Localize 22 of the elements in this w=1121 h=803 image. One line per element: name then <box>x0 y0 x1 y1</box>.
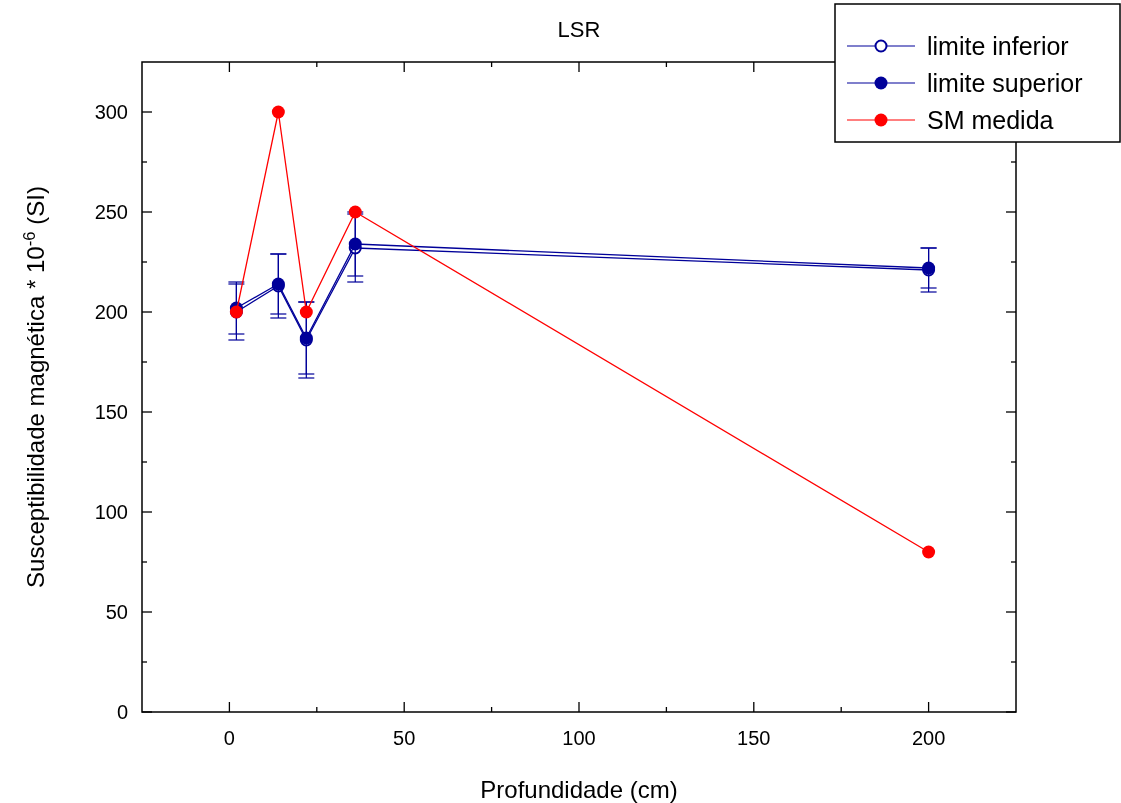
x-axis-title: Profundidade (cm) <box>480 776 678 803</box>
point <box>299 305 313 319</box>
x-tick-label: 150 <box>737 727 771 749</box>
point <box>922 545 936 559</box>
legend-label: limite inferior <box>927 32 1069 60</box>
y-tick-label: 150 <box>94 401 128 423</box>
y-tick-label: 100 <box>94 501 128 523</box>
x-tick-label: 200 <box>911 727 946 749</box>
legend-label: SM medida <box>927 106 1054 134</box>
legend-label: limite superior <box>927 69 1083 97</box>
chart-title: LSR <box>557 17 601 42</box>
y-tick-label: 300 <box>94 101 128 123</box>
point <box>271 105 285 119</box>
y-tick-label: 200 <box>94 301 128 323</box>
point <box>348 237 362 251</box>
point <box>348 205 362 219</box>
y-tick-label: 0 <box>116 701 128 723</box>
x-tick-label: 50 <box>393 727 416 749</box>
x-tick-label: 100 <box>562 727 596 749</box>
x-tick-label: 0 <box>223 727 235 749</box>
y-tick-label: 250 <box>94 201 128 223</box>
y-tick-label: 50 <box>105 601 128 623</box>
